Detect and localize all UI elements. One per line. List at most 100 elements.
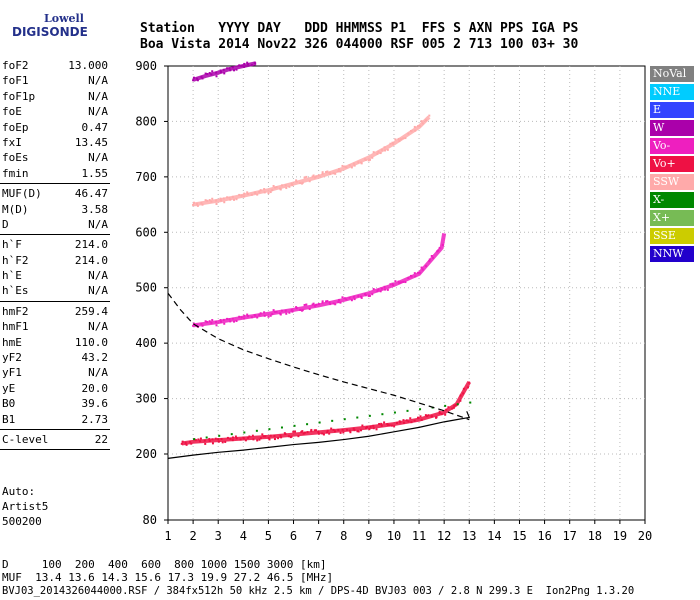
data-point	[312, 302, 315, 305]
x-tick-label: 3	[215, 529, 222, 543]
param-value: 214.0	[74, 253, 108, 267]
data-point	[272, 309, 275, 312]
data-point	[215, 199, 218, 202]
data-point	[201, 324, 204, 327]
x-tick-label: 7	[315, 529, 322, 543]
data-point	[387, 424, 390, 427]
x-tick-label: 20	[638, 529, 652, 543]
data-point	[184, 441, 187, 444]
data-point	[205, 436, 208, 439]
data-point	[312, 174, 315, 177]
data-point	[407, 132, 410, 135]
data-point	[219, 319, 222, 322]
data-point	[410, 130, 413, 133]
data-point	[267, 437, 270, 440]
data-point	[468, 381, 471, 384]
data-point	[313, 429, 316, 432]
data-point	[279, 434, 282, 437]
data-point	[272, 184, 275, 187]
data-point	[273, 434, 276, 437]
data-point	[368, 294, 371, 297]
data-point	[391, 141, 394, 144]
data-point	[180, 442, 183, 445]
data-point	[226, 196, 229, 199]
param-name: yE	[2, 381, 16, 395]
data-point	[306, 423, 309, 426]
data-point	[326, 170, 329, 173]
param-row: M(D) 3.58	[0, 202, 110, 217]
param-value: 3.58	[81, 202, 109, 216]
data-point	[337, 170, 340, 173]
param-value: N/A	[88, 105, 108, 119]
x-tick-label: 17	[562, 529, 576, 543]
data-point	[368, 414, 371, 417]
data-point	[440, 413, 443, 416]
data-point	[229, 320, 232, 323]
param-row: hmF2 259.4	[0, 304, 110, 319]
data-point	[259, 437, 262, 440]
data-point	[325, 300, 328, 303]
x-tick-label: 16	[537, 529, 551, 543]
data-point	[301, 181, 304, 184]
data-point	[353, 429, 356, 432]
data-point	[218, 434, 221, 437]
data-point	[219, 69, 222, 72]
footer-line3: BVJ03_2014326044000.RSF / 384fx512h 50 k…	[2, 585, 635, 597]
data-point	[317, 303, 320, 306]
data-point	[271, 313, 274, 316]
data-point	[420, 266, 423, 269]
data-point	[233, 69, 236, 72]
logo-line1: Lowell	[44, 12, 84, 25]
data-point	[453, 404, 456, 407]
data-point	[424, 265, 427, 268]
header-line2: Boa Vista 2014 Nov22 326 044000 RSF 005 …	[140, 37, 579, 52]
data-point	[360, 295, 363, 298]
data-point	[430, 254, 433, 257]
data-point	[181, 440, 184, 443]
param-value: 110.0	[74, 335, 108, 349]
x-tick-label: 9	[365, 529, 372, 543]
footer-line1: D 100 200 400 600 800 1000 1500 3000 [km…	[2, 558, 327, 571]
legend-item-e: E	[650, 102, 694, 118]
data-point	[313, 304, 316, 307]
data-point	[361, 424, 364, 427]
header-line1: Station YYYY DAY DDD HHMMSS P1 FFS S AXN…	[140, 21, 579, 36]
data-point	[313, 176, 316, 179]
data-point	[438, 412, 441, 415]
data-point	[258, 313, 261, 316]
data-point	[398, 420, 401, 423]
data-point	[398, 282, 401, 285]
data-point	[206, 199, 209, 202]
data-point	[447, 406, 450, 409]
data-point	[364, 159, 367, 162]
param-row: h`E N/A	[0, 268, 110, 283]
data-point	[364, 294, 367, 297]
param-row: h`Es N/A	[0, 283, 110, 298]
param-name: M(D)	[2, 202, 29, 216]
param-name: hmE	[2, 335, 22, 349]
data-point	[273, 310, 276, 313]
data-point	[357, 161, 360, 164]
data-point	[431, 415, 434, 418]
data-point	[223, 72, 226, 75]
data-point	[246, 191, 249, 194]
y-tick-label: 400	[135, 336, 157, 350]
data-point	[287, 435, 290, 438]
data-point	[399, 421, 402, 424]
param-value: 13.000	[68, 59, 108, 72]
y-tick-label: 200	[135, 447, 157, 461]
parameters-panel: foF2 13.000 foF1 N/A foF1p N/A foE N/A foEp 0.47 f…	[0, 58, 110, 452]
param-row: foE N/A	[0, 104, 110, 119]
data-point	[284, 309, 287, 312]
data-point	[297, 435, 300, 438]
data-point	[303, 176, 306, 179]
data-point	[428, 260, 431, 263]
param-name: foEs	[2, 151, 29, 165]
data-point	[217, 438, 220, 441]
legend-item-ssw: SSW	[650, 174, 694, 190]
data-point	[244, 439, 247, 442]
data-point	[277, 437, 280, 440]
data-point	[407, 420, 410, 423]
data-point	[341, 296, 344, 299]
data-point	[279, 312, 282, 315]
